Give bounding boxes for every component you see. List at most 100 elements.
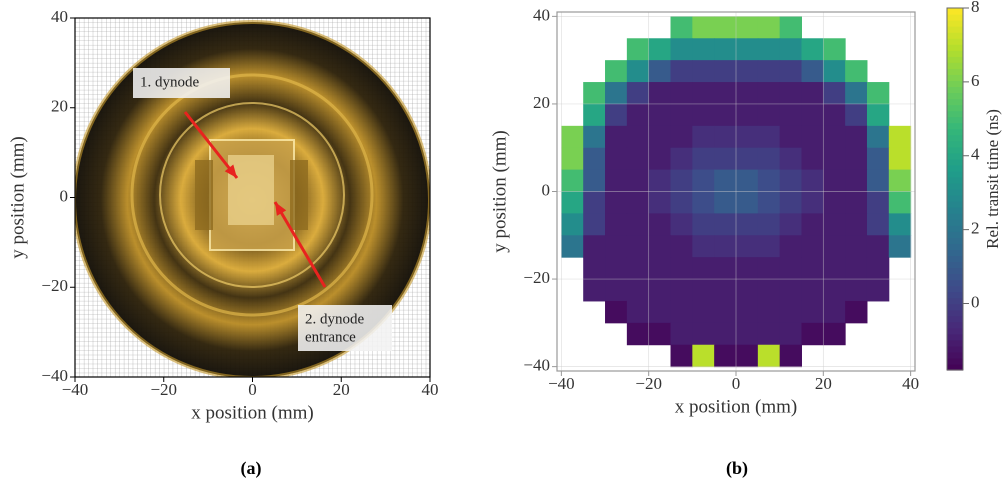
x-tick-label: −40 [548, 374, 575, 393]
heatmap-cell [670, 38, 693, 61]
heatmap-cell [866, 213, 890, 236]
y-tick-label: 0 [542, 180, 551, 199]
heatmap-cell [779, 344, 802, 368]
colorbar-swatch [947, 20, 963, 27]
heatmap-cell [736, 38, 759, 61]
heatmap-cell [866, 82, 890, 105]
heatmap-cell [757, 38, 781, 61]
heatmap-cell [670, 322, 693, 346]
heatmap-cell [866, 125, 890, 149]
arrow-head [275, 202, 287, 216]
annotation: 1. dynode [140, 74, 200, 90]
heatmap-cell [736, 344, 759, 368]
heatmap-cell [736, 169, 759, 192]
heatmap-cell [866, 169, 890, 192]
caption: (a) [241, 458, 262, 479]
heatmap-cell [670, 60, 693, 83]
colorbar-swatch [947, 164, 963, 172]
colorbar-swatch [947, 98, 963, 106]
heatmap-cell [626, 279, 650, 302]
photo [75, 18, 430, 377]
heatmap-cell [605, 213, 628, 236]
colorbar-swatch [947, 32, 963, 39]
heatmap-cell [561, 191, 584, 214]
heatmap-cell [692, 279, 715, 302]
heatmap-cell [823, 60, 846, 83]
heatmap-cell [779, 60, 802, 83]
heatmap-cell [866, 191, 890, 214]
colorbar-swatch [947, 285, 963, 293]
colorbar-swatch [947, 267, 963, 275]
heatmap-cell [583, 147, 606, 171]
annotation-box [298, 305, 392, 351]
heatmap-cell [648, 147, 672, 171]
colorbar-tick-label: 8 [971, 0, 980, 16]
colorbar-swatch [947, 38, 963, 45]
heatmap-cell [670, 279, 693, 302]
arrow [183, 111, 239, 179]
x-axis-label: x position (mm) [191, 402, 313, 423]
heatmap-cell [692, 191, 715, 214]
heatmap-cell [779, 125, 802, 149]
y-tick-label: 40 [51, 7, 68, 26]
colorbar-swatch [947, 243, 963, 250]
heatmap-cell [692, 125, 715, 149]
heatmap-cell [670, 257, 693, 280]
heatmap-cell [648, 169, 672, 192]
colorbar-swatch [947, 62, 963, 69]
x-tick-label: 0 [732, 374, 741, 393]
colorbar-swatch [947, 140, 963, 148]
heatmap-cell [801, 38, 824, 61]
heatmap-cell [561, 213, 584, 236]
heatmap-cell [801, 82, 824, 105]
heatmap-cell [823, 191, 846, 214]
colorbar-swatch [947, 86, 963, 94]
caption: (b) [726, 458, 748, 479]
colorbar-swatch [947, 273, 963, 281]
colorbar-swatch [947, 219, 963, 226]
heatmap-cell [823, 235, 846, 258]
y-tick-label: −40 [41, 366, 68, 385]
colorbar-swatch [947, 116, 963, 124]
colorbar-tick-label: 2 [971, 219, 980, 238]
colorbar-swatch [947, 74, 963, 81]
heatmap-cell [757, 322, 781, 346]
heatmap-cell [736, 279, 759, 302]
heatmap-cell [605, 279, 628, 302]
heatmap-cell [736, 235, 759, 258]
annotation: 2. dynode [305, 311, 365, 327]
heatmap-cell [648, 82, 672, 105]
heatmap-cell [714, 191, 737, 214]
heatmap-cell [757, 125, 781, 149]
heatmap-cell [801, 191, 824, 214]
heatmap-cell [692, 82, 715, 105]
heatmap-cell [823, 147, 846, 171]
x-tick-label: −40 [62, 380, 89, 399]
colorbar-swatch [947, 68, 963, 75]
x-tick-label: −20 [150, 380, 177, 399]
heatmap-cell [866, 279, 890, 302]
heatmap-cell [714, 257, 737, 280]
heatmap-cell [692, 344, 715, 368]
heatmap-cell [801, 235, 824, 258]
heatmap-cell [714, 213, 737, 236]
heatmap-cell [757, 257, 781, 280]
colorbar-swatch [947, 80, 963, 88]
heatmap-cell [605, 147, 628, 171]
heatmap-cell [605, 103, 628, 127]
colorbar-swatch [947, 8, 963, 15]
colorbar-swatch [947, 56, 963, 63]
colorbar-swatch [947, 152, 963, 160]
heatmap-cell [605, 257, 628, 280]
colorbar-label: Rel. transit time (ns) [983, 109, 1002, 249]
colorbar-swatch [947, 345, 963, 353]
y-tick-label: 40 [533, 5, 550, 24]
heatmap-cell [626, 322, 650, 346]
heatmap-cell [605, 191, 628, 214]
heatmap-cell [714, 60, 737, 83]
heatmap-cell [823, 125, 846, 149]
heatmap-cell [714, 103, 737, 127]
heatmap-cell [779, 279, 802, 302]
heatmap-cell [757, 169, 781, 192]
heatmap-cell [757, 300, 781, 324]
